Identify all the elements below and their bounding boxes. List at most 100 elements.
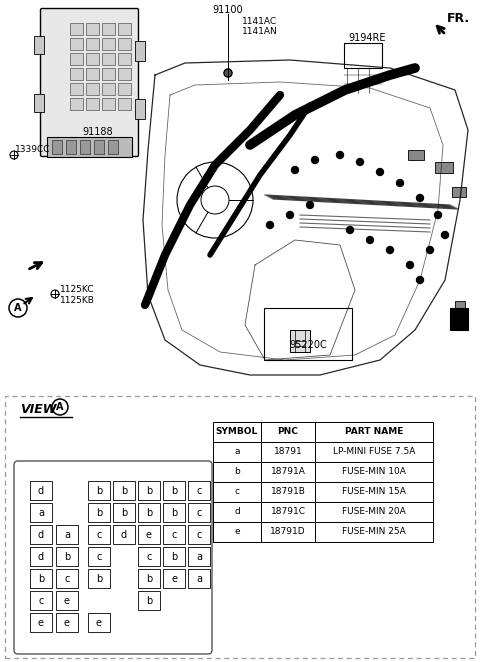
Text: FUSE-MIN 25A: FUSE-MIN 25A [342, 528, 406, 536]
Text: A: A [56, 402, 64, 412]
Bar [30, 547, 52, 566]
Text: b: b [146, 573, 152, 583]
Bar [261, 422, 315, 442]
Bar [188, 547, 210, 566]
Bar [188, 569, 210, 588]
FancyBboxPatch shape [40, 9, 139, 156]
Bar [70, 83, 83, 95]
Text: 91100: 91100 [213, 5, 243, 15]
Text: 1141AC: 1141AC [242, 17, 277, 26]
Bar [30, 481, 52, 500]
Circle shape [312, 156, 319, 164]
Bar [88, 503, 110, 522]
Text: FUSE-MIN 20A: FUSE-MIN 20A [342, 508, 406, 516]
Bar [86, 68, 99, 80]
Bar [315, 522, 433, 542]
Bar [56, 525, 78, 544]
Circle shape [266, 222, 274, 228]
Bar [163, 481, 185, 500]
Circle shape [307, 201, 313, 209]
Text: LP-MINI FUSE 7.5A: LP-MINI FUSE 7.5A [333, 448, 415, 457]
Text: 91188: 91188 [83, 127, 113, 137]
Text: c: c [146, 551, 152, 561]
Bar [315, 462, 433, 482]
Bar [138, 591, 160, 610]
Text: e: e [234, 528, 240, 536]
Text: e: e [38, 618, 44, 628]
Text: a: a [38, 508, 44, 518]
Text: b: b [38, 573, 44, 583]
Bar [88, 613, 110, 632]
Text: b: b [234, 467, 240, 477]
Bar [108, 140, 118, 154]
Bar [30, 613, 52, 632]
Bar [34, 36, 44, 54]
Bar [135, 41, 145, 61]
Bar [118, 68, 131, 80]
Circle shape [417, 277, 423, 283]
Bar [213, 462, 261, 482]
Bar [163, 547, 185, 566]
Text: e: e [171, 573, 177, 583]
Text: A: A [14, 303, 22, 313]
Text: c: c [96, 551, 102, 561]
Bar [86, 38, 99, 50]
Bar [138, 547, 160, 566]
Text: d: d [234, 508, 240, 516]
Bar [264, 308, 352, 360]
Text: 1141AN: 1141AN [242, 27, 278, 36]
Bar [102, 23, 115, 35]
Text: 18791: 18791 [274, 448, 302, 457]
Text: FUSE-MIN 15A: FUSE-MIN 15A [342, 487, 406, 496]
Text: b: b [146, 508, 152, 518]
Bar [30, 503, 52, 522]
Circle shape [291, 167, 299, 173]
Text: 18791A: 18791A [271, 467, 305, 477]
Text: a: a [64, 530, 70, 540]
Bar [261, 522, 315, 542]
Bar [435, 162, 453, 173]
Bar [138, 481, 160, 500]
Bar [86, 98, 99, 110]
Bar [102, 98, 115, 110]
Bar [102, 83, 115, 95]
Bar [70, 23, 83, 35]
Bar [30, 569, 52, 588]
Bar [113, 481, 135, 500]
Text: a: a [196, 573, 202, 583]
Text: b: b [96, 485, 102, 495]
Bar [88, 525, 110, 544]
Bar [34, 93, 44, 111]
Text: c: c [235, 487, 240, 496]
Circle shape [376, 169, 384, 175]
Text: d: d [121, 530, 127, 540]
Text: c: c [38, 596, 44, 606]
Bar [188, 525, 210, 544]
Bar [80, 140, 90, 154]
Bar [30, 525, 52, 544]
Bar [56, 613, 78, 632]
Bar [138, 569, 160, 588]
Text: FUSE-MIN 10A: FUSE-MIN 10A [342, 467, 406, 477]
Circle shape [357, 158, 363, 166]
Text: 18791D: 18791D [270, 528, 306, 536]
Bar [102, 68, 115, 80]
Bar [344, 43, 382, 68]
Circle shape [386, 246, 394, 254]
Bar [163, 503, 185, 522]
Bar [70, 53, 83, 65]
Text: 18791B: 18791B [271, 487, 305, 496]
Bar [88, 547, 110, 566]
Text: c: c [64, 573, 70, 583]
Text: c: c [96, 530, 102, 540]
Bar [261, 442, 315, 462]
Text: d: d [38, 485, 44, 495]
Circle shape [336, 152, 344, 158]
Bar [450, 308, 468, 330]
Circle shape [407, 261, 413, 269]
Circle shape [442, 232, 448, 238]
Text: c: c [171, 530, 177, 540]
Text: FR.: FR. [447, 12, 470, 25]
Bar [56, 569, 78, 588]
Text: b: b [171, 551, 177, 561]
